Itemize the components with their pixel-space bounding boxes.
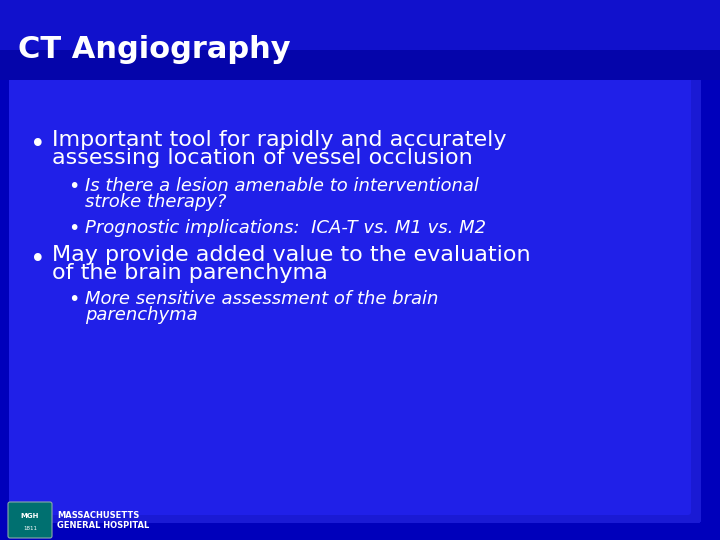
Text: •: • [30, 247, 45, 273]
Text: Important tool for rapidly and accurately: Important tool for rapidly and accuratel… [52, 130, 506, 150]
Text: •: • [30, 132, 45, 158]
Text: of the brain parenchyma: of the brain parenchyma [52, 263, 328, 283]
Polygon shape [0, 0, 720, 80]
Text: Is there a lesion amenable to interventional: Is there a lesion amenable to interventi… [85, 177, 479, 195]
Text: parenchyma: parenchyma [85, 306, 197, 324]
Text: stroke therapy?: stroke therapy? [85, 193, 226, 211]
Text: assessing location of vessel occlusion: assessing location of vessel occlusion [52, 148, 473, 168]
Text: •: • [68, 219, 79, 238]
FancyBboxPatch shape [15, 62, 701, 523]
Text: 1811: 1811 [23, 525, 37, 530]
Text: GENERAL HOSPITAL: GENERAL HOSPITAL [57, 522, 149, 530]
Text: Prognostic implications:  ICA-T vs. M1 vs. M2: Prognostic implications: ICA-T vs. M1 vs… [85, 219, 486, 237]
Text: CT Angiography: CT Angiography [18, 36, 291, 64]
Text: •: • [68, 290, 79, 309]
Text: MASSACHUSETTS: MASSACHUSETTS [57, 510, 139, 519]
FancyBboxPatch shape [8, 502, 52, 538]
FancyBboxPatch shape [9, 57, 701, 523]
Text: May provide added value to the evaluation: May provide added value to the evaluatio… [52, 245, 531, 265]
Text: •: • [68, 177, 79, 196]
FancyBboxPatch shape [9, 57, 691, 515]
Text: MGH: MGH [21, 513, 39, 519]
Polygon shape [0, 0, 720, 50]
Text: More sensitive assessment of the brain: More sensitive assessment of the brain [85, 290, 438, 308]
